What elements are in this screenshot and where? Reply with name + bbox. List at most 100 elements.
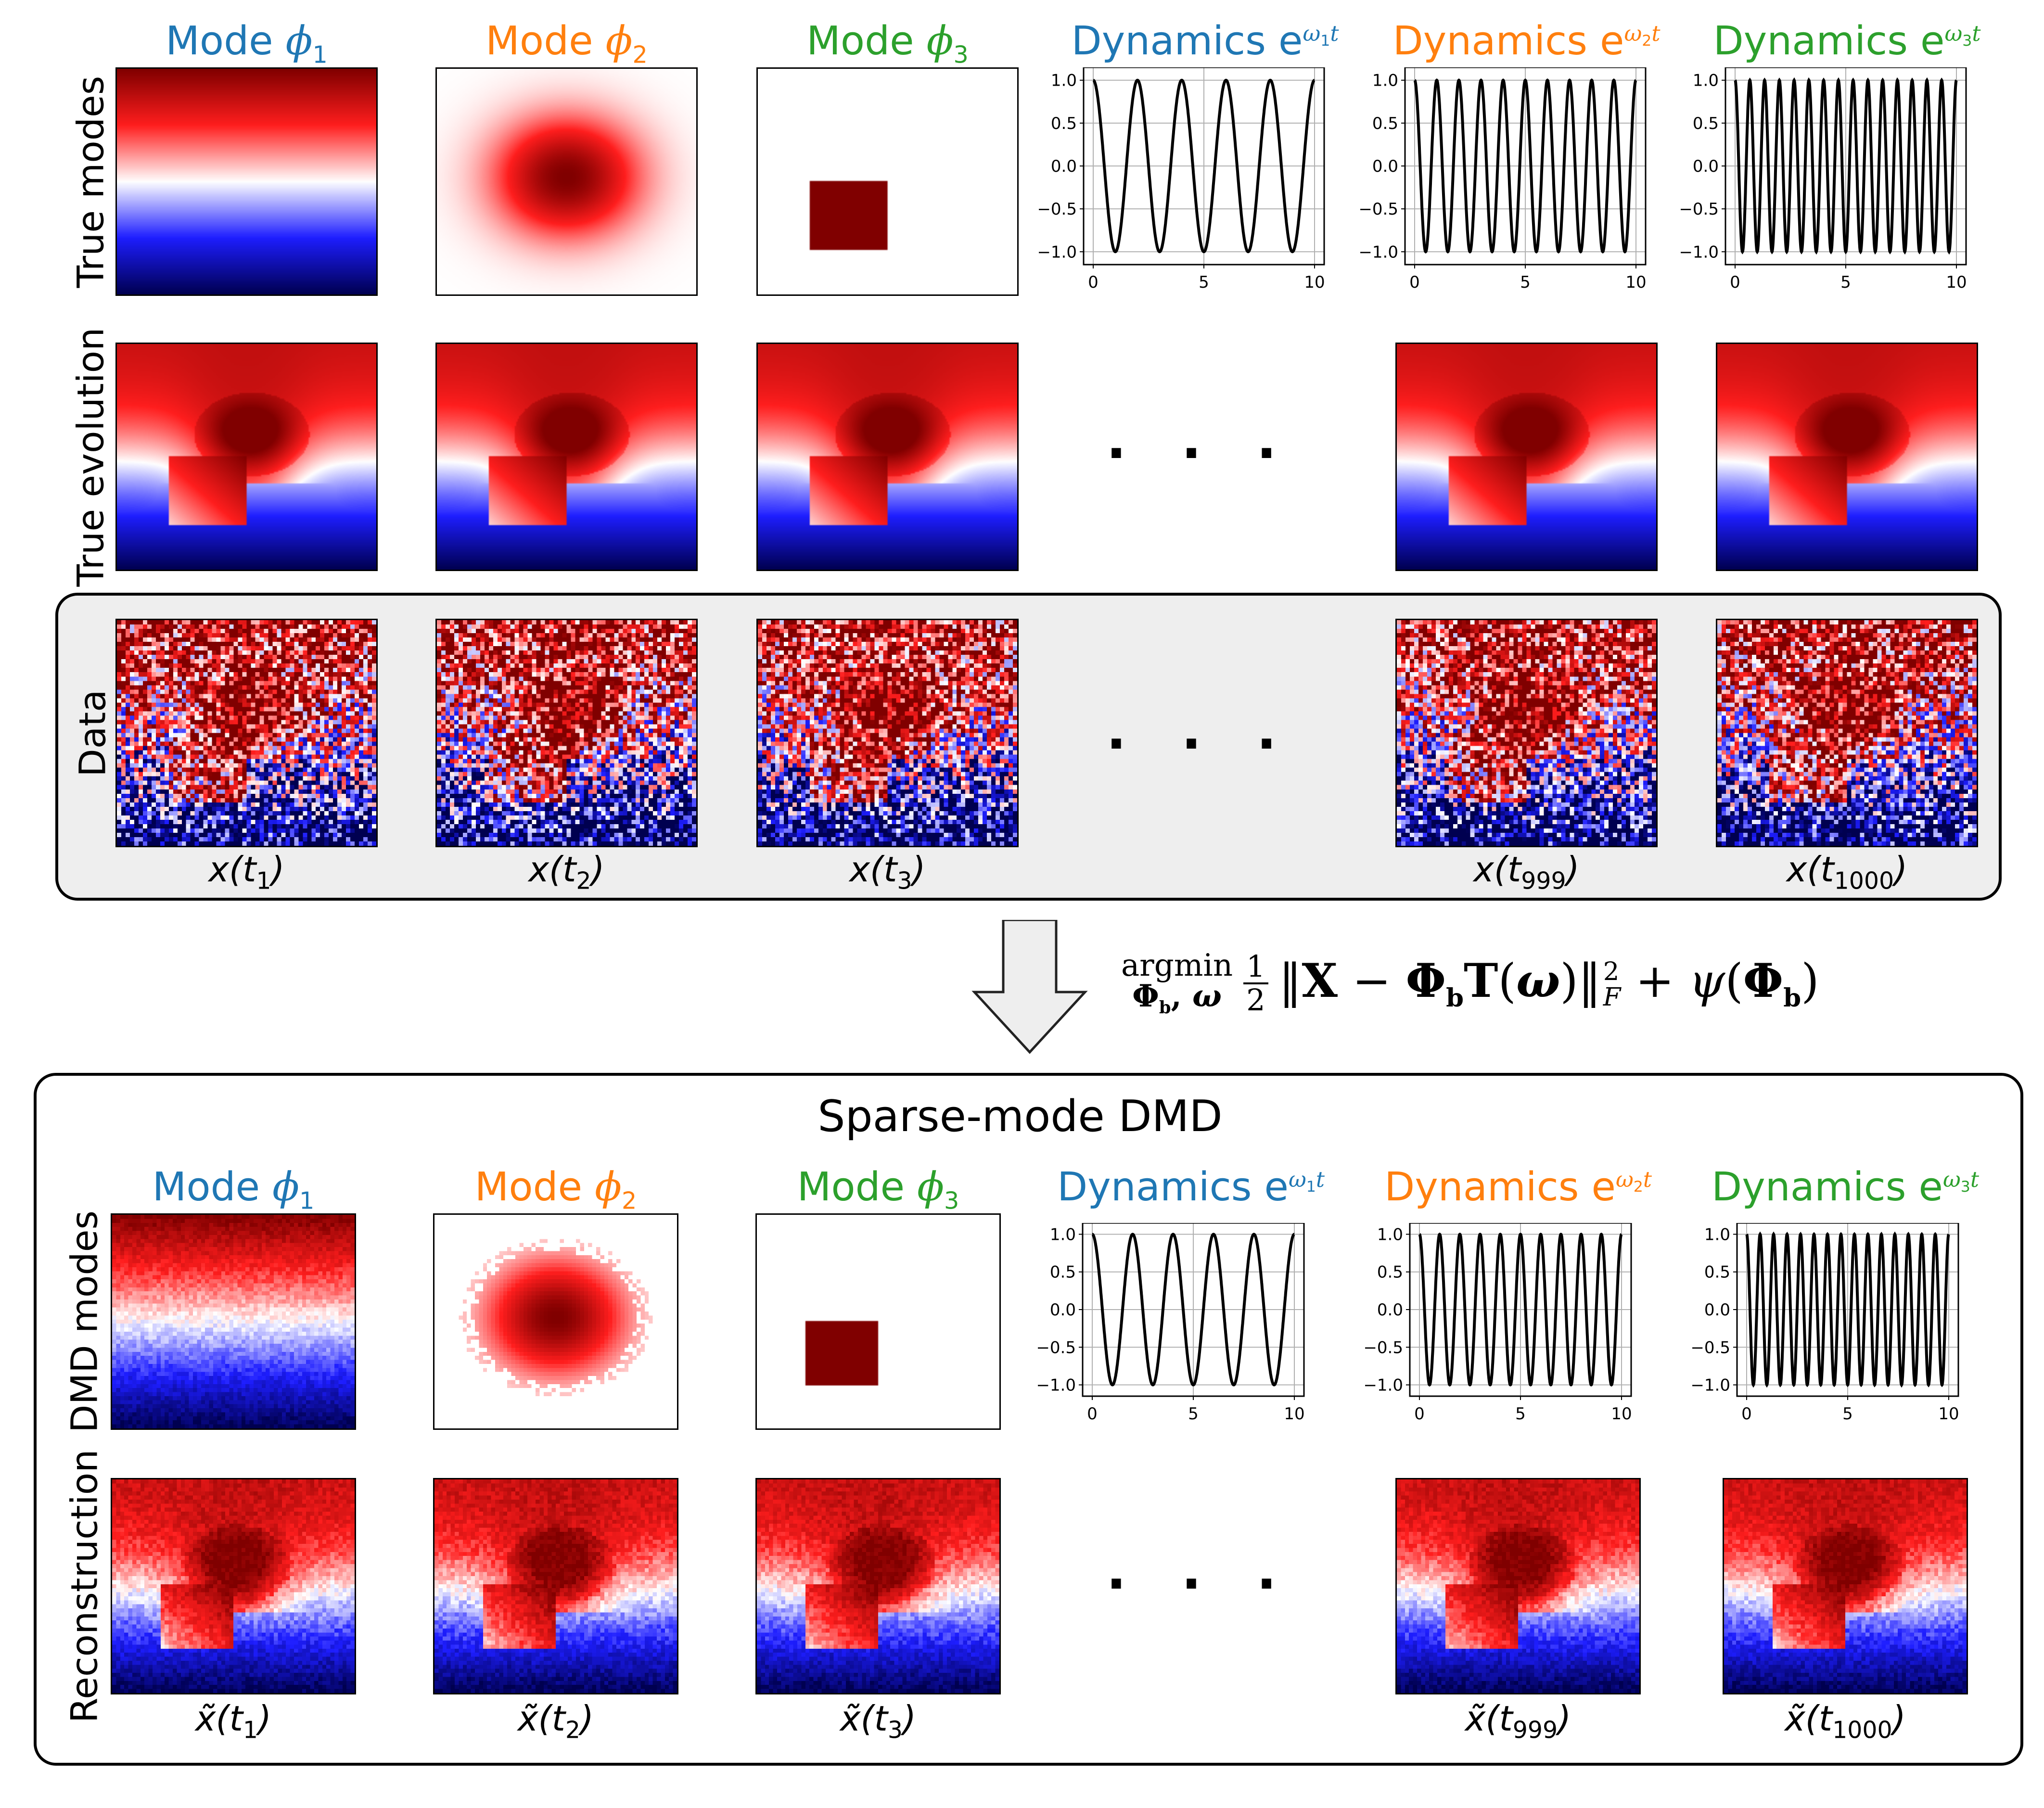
dmd-plot1-frame bbox=[1082, 1223, 1305, 1397]
dmd-plot1-ytick-3: −0.5 bbox=[1036, 1338, 1076, 1357]
dmd-plot1-ytick-0: 1.0 bbox=[1050, 1225, 1076, 1244]
top-plot3-ytick-0: 1.0 bbox=[1693, 71, 1719, 90]
data-panel-1 bbox=[115, 619, 378, 847]
true-mode-2-panel bbox=[435, 67, 698, 296]
data-ellipsis: · · · bbox=[1106, 713, 1295, 775]
top-plot3-frame bbox=[1725, 67, 1967, 266]
top-dynamics-plot-2: 1.0 0.5 0.0 −0.5 −1.0 0 5 10 bbox=[1358, 67, 1647, 292]
dmd-plot1-ytick-1: 0.5 bbox=[1050, 1263, 1076, 1282]
top-plot2-xtick-1: 5 bbox=[1520, 273, 1531, 292]
dmd-header-1: Mode ϕ1 bbox=[152, 1164, 315, 1215]
dmd-header-2: Mode ϕ2 bbox=[474, 1164, 637, 1215]
true-evolution-panel-5 bbox=[1716, 343, 1978, 571]
reconstruction-ellipsis: · · · bbox=[1106, 1553, 1295, 1615]
dmd-mode-1-panel bbox=[111, 1213, 356, 1430]
dmd-header-4: Dynamics eω1t bbox=[1057, 1164, 1325, 1210]
reconstruction-panel-5 bbox=[1723, 1478, 1968, 1694]
top-header-5: Dynamics eω2t bbox=[1392, 18, 1661, 64]
dmd-header-5: Dynamics eω2t bbox=[1384, 1164, 1652, 1210]
dmd-dynamics-plot-2: 1.0 0.5 0.0 −0.5 −1.0 0 5 10 bbox=[1363, 1223, 1632, 1424]
top-plot3-xtick-0: 0 bbox=[1730, 273, 1740, 292]
top-plot2-ytick-3: −0.5 bbox=[1358, 200, 1398, 219]
data-panel-2 bbox=[435, 619, 698, 847]
dmd-plot2-frame bbox=[1409, 1223, 1632, 1397]
top-plot2-ytick-4: −1.0 bbox=[1358, 242, 1398, 262]
data-panel-5 bbox=[1716, 619, 1978, 847]
dmd-plot3-xtick-0: 0 bbox=[1741, 1404, 1752, 1424]
reconstruction-caption-4: x̃(t999) bbox=[1465, 1698, 1571, 1744]
top-plot3-ytick-3: −0.5 bbox=[1679, 200, 1719, 219]
data-caption-3: x(t3) bbox=[849, 849, 926, 895]
dmd-plot3-xtick-1: 5 bbox=[1842, 1404, 1853, 1424]
dmd-mode-2-panel bbox=[433, 1213, 678, 1430]
reconstruction-panel-3 bbox=[755, 1478, 1001, 1694]
dmd-plot3-ytick-3: −0.5 bbox=[1690, 1338, 1730, 1357]
reconstruction-panel-2 bbox=[433, 1478, 678, 1694]
reconstruction-caption-5: x̃(t1000) bbox=[1785, 1698, 1906, 1744]
dmd-dynamics-plot-1: 1.0 0.5 0.0 −0.5 −1.0 0 5 10 bbox=[1036, 1223, 1305, 1424]
reconstruction-caption-3: x̃(t3) bbox=[840, 1698, 917, 1744]
dmd-plot2-ytick-4: −1.0 bbox=[1363, 1376, 1403, 1395]
reconstruction-panel-4 bbox=[1395, 1478, 1641, 1694]
data-panel-4 bbox=[1395, 619, 1658, 847]
down-arrow-icon bbox=[971, 920, 1088, 1054]
dmd-header-6: Dynamics eω3t bbox=[1712, 1164, 1979, 1210]
top-plot2-series-line bbox=[1413, 78, 1637, 254]
dmd-plot1-series-line bbox=[1091, 1233, 1295, 1387]
data-caption-2: x(t2) bbox=[528, 849, 605, 895]
top-header-2: Mode ϕ2 bbox=[485, 18, 648, 69]
top-plot3-series-line bbox=[1734, 77, 1958, 255]
top-plot1-ytick-1: 0.5 bbox=[1051, 114, 1077, 133]
data-caption-4: x(t999) bbox=[1473, 849, 1580, 895]
top-plot3-xtick-2: 10 bbox=[1946, 273, 1967, 292]
dmd-plot2-ytick-3: −0.5 bbox=[1363, 1338, 1403, 1357]
dmd-plot3-series-line bbox=[1745, 1231, 1950, 1388]
data-caption-5: x(t1000) bbox=[1786, 849, 1908, 895]
top-plot3-ytick-1: 0.5 bbox=[1693, 114, 1719, 133]
top-header-4: Dynamics eω1t bbox=[1071, 18, 1339, 64]
data-group-box bbox=[55, 593, 2002, 901]
reconstruction-panel-1 bbox=[111, 1478, 356, 1694]
dmd-plot3-ytick-0: 1.0 bbox=[1704, 1225, 1730, 1244]
dmd-plot2-ytick-2: 0.0 bbox=[1377, 1300, 1403, 1320]
dmd-plot3-ytick-2: 0.0 bbox=[1704, 1300, 1730, 1320]
top-plot1-series-line bbox=[1092, 78, 1316, 254]
true-evolution-panel-1 bbox=[115, 343, 378, 571]
row-label-reconstruction: Reconstruction bbox=[63, 1449, 106, 1723]
dmd-plot2-series-line bbox=[1418, 1232, 1623, 1387]
true-mode-1-panel bbox=[115, 67, 378, 296]
data-panel-3 bbox=[756, 619, 1019, 847]
true-evolution-panel-2 bbox=[435, 343, 698, 571]
data-caption-1: x(t1) bbox=[208, 849, 285, 895]
top-plot1-xtick-2: 10 bbox=[1304, 273, 1325, 292]
true-evolution-ellipsis: · · · bbox=[1106, 422, 1295, 484]
dmd-plot2-xtick-2: 10 bbox=[1611, 1404, 1632, 1424]
top-plot2-frame bbox=[1404, 67, 1647, 266]
dmd-plot2-xtick-0: 0 bbox=[1414, 1404, 1425, 1424]
row-label-dmd-modes: DMD modes bbox=[63, 1210, 106, 1433]
top-plot1-ytick-0: 1.0 bbox=[1051, 71, 1077, 90]
top-dynamics-plot-1: 1.0 0.5 0.0 −0.5 −1.0 0 5 10 bbox=[1037, 67, 1325, 292]
row-label-true-evolution: True evolution bbox=[69, 327, 112, 586]
dmd-plot2-xtick-1: 5 bbox=[1515, 1404, 1526, 1424]
top-plot3-ytick-2: 0.0 bbox=[1693, 157, 1719, 176]
dmd-plot1-ytick-2: 0.0 bbox=[1050, 1300, 1076, 1320]
top-header-1: Mode ϕ1 bbox=[166, 18, 328, 69]
top-plot1-ytick-4: −1.0 bbox=[1037, 242, 1077, 262]
dmd-plot2-ytick-1: 0.5 bbox=[1377, 1263, 1403, 1282]
dmd-plot1-xtick-1: 5 bbox=[1188, 1404, 1199, 1424]
top-plot1-frame bbox=[1083, 67, 1325, 266]
dmd-plot3-xtick-2: 10 bbox=[1938, 1404, 1959, 1424]
dmd-dynamics-plot-3: 1.0 0.5 0.0 −0.5 −1.0 0 5 10 bbox=[1690, 1223, 1959, 1424]
top-plot2-xtick-2: 10 bbox=[1625, 273, 1646, 292]
top-plot3-xtick-1: 5 bbox=[1840, 273, 1851, 292]
reconstruction-caption-1: x̃(t1) bbox=[195, 1698, 272, 1744]
dmd-plot2-ytick-0: 1.0 bbox=[1377, 1225, 1403, 1244]
top-plot1-ytick-3: −0.5 bbox=[1037, 200, 1077, 219]
top-plot1-ytick-2: 0.0 bbox=[1051, 157, 1077, 176]
reconstruction-caption-2: x̃(t2) bbox=[517, 1698, 594, 1744]
top-plot2-xtick-0: 0 bbox=[1409, 273, 1420, 292]
sparse-mode-dmd-title: Sparse-mode DMD bbox=[818, 1091, 1223, 1142]
top-plot1-xtick-0: 0 bbox=[1088, 273, 1099, 292]
dmd-mode-3-panel bbox=[755, 1213, 1001, 1430]
